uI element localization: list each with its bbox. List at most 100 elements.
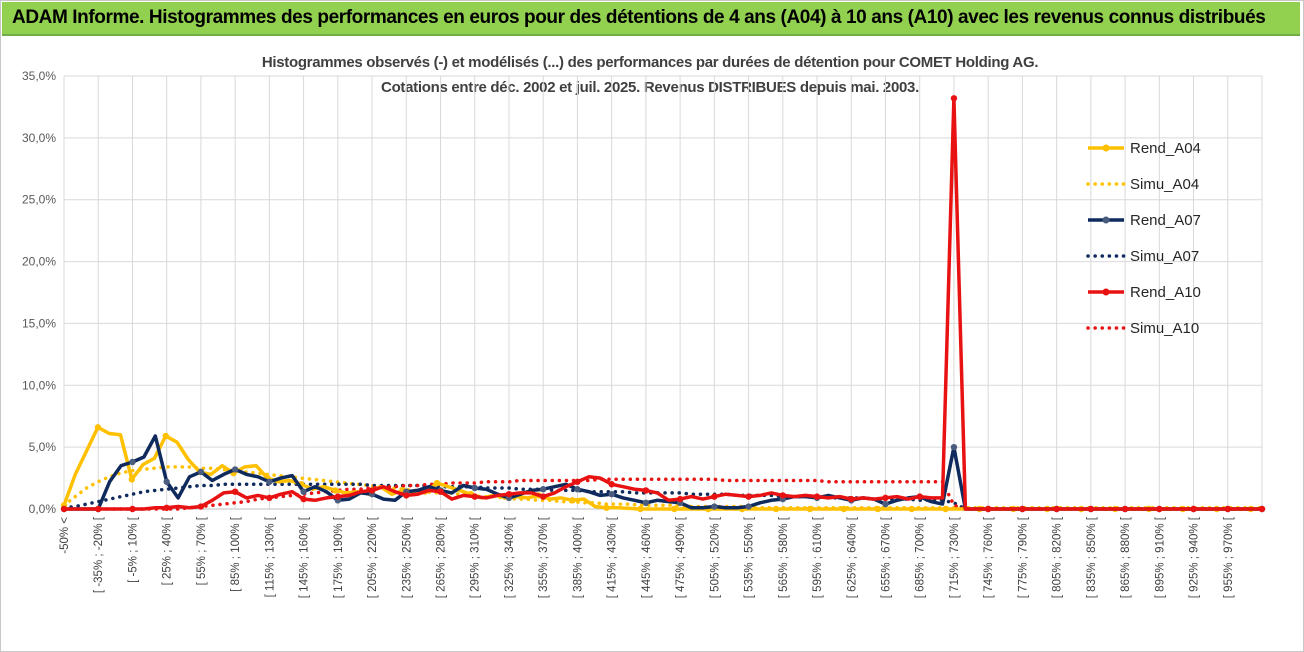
- point-rend-a04: [332, 487, 339, 494]
- y-tick-label: 35,0%: [22, 69, 56, 83]
- series-line-simu-a04: [62, 465, 1264, 510]
- point-rend-a10: [334, 493, 342, 500]
- point-rend-a10: [574, 478, 581, 485]
- banner: ADAM Informe. Histogrammes des performan…: [2, 2, 1300, 36]
- y-tick-label: 30,0%: [22, 131, 56, 145]
- x-tick-label: [ 115% ; 130% [: [264, 516, 276, 597]
- point-rend-a10: [300, 495, 307, 503]
- x-tick-label: [ 415% ; 430% [: [607, 516, 619, 598]
- point-rend-a07: [129, 458, 136, 466]
- x-tick-label: [ 25% ; 40% [: [162, 516, 174, 585]
- point-rend-a04: [908, 505, 915, 513]
- x-tick-label: [ 385% ; 400% [: [572, 516, 584, 598]
- point-rend-a10: [368, 487, 376, 494]
- point-rend-a10: [60, 505, 68, 513]
- point-rend-a10: [1019, 505, 1026, 513]
- x-tick-label: [ 955% ; 970% [: [1223, 516, 1235, 598]
- point-rend-a10: [1053, 505, 1060, 513]
- x-tick-label: [ 355% ; 370% [: [538, 516, 550, 598]
- point-rend-a07: [197, 468, 205, 476]
- y-tick-label: 10,0%: [22, 378, 56, 392]
- x-tick-label: [ 205% ; 220% [: [367, 516, 379, 598]
- point-rend-a10: [1121, 505, 1129, 513]
- chart-subtitle: Cotations entre déc. 2002 et juil. 2025.…: [381, 79, 919, 96]
- point-rend-a10: [471, 493, 478, 500]
- point-rend-a07: [608, 490, 615, 498]
- y-tick-label: 20,0%: [22, 255, 56, 269]
- x-tick-label: [ 865% ; 880% [: [1120, 516, 1132, 598]
- x-tick-label: [ 445% ; 460% [: [641, 516, 653, 598]
- point-rend-a10: [848, 495, 855, 503]
- point-rend-a10: [95, 505, 102, 513]
- x-tick-label: [ 55% ; 70% [: [196, 516, 208, 585]
- point-rend-a10: [1156, 505, 1163, 513]
- point-rend-a10: [1087, 505, 1095, 513]
- x-tick-label: [ 505% ; 520% [: [709, 516, 721, 598]
- point-rend-a10: [608, 481, 615, 488]
- point-rend-a07: [745, 503, 752, 510]
- x-tick-label: -50% <: [59, 517, 71, 554]
- x-tick-label: [ 565% ; 580% [: [778, 516, 790, 598]
- point-rend-a04: [162, 432, 169, 440]
- x-tick-label: [ 655% ; 670% [: [880, 516, 892, 598]
- legend-label-simu-a04: Simu_A04: [1130, 176, 1199, 193]
- point-rend-a04: [840, 505, 848, 513]
- x-tick-label: [ 715% ; 730% [: [949, 516, 961, 598]
- x-tick-label: [ 295% ; 310% [: [470, 516, 482, 598]
- point-rend-a07: [882, 500, 889, 508]
- point-rend-a10: [197, 503, 205, 510]
- point-rend-a07: [163, 478, 170, 485]
- x-tick-label: [ 595% ; 610% [: [812, 516, 824, 598]
- point-rend-a04: [603, 504, 610, 511]
- x-tick-label: [ 325% ; 340% [: [504, 516, 516, 598]
- point-rend-a07: [540, 486, 547, 493]
- point-rend-a07: [231, 466, 239, 473]
- y-tick-label: 5,0%: [29, 440, 57, 454]
- point-rend-a10: [779, 492, 786, 499]
- point-rend-a04: [874, 505, 881, 513]
- point-rend-a10: [1190, 505, 1197, 513]
- point-rend-a07: [574, 486, 581, 493]
- point-rend-a07: [950, 443, 958, 451]
- point-rend-a07: [642, 499, 650, 507]
- legend-marker-rend-a04: [1102, 144, 1110, 152]
- point-rend-a10: [984, 505, 992, 513]
- point-rend-a10: [813, 493, 821, 500]
- x-tick-label: [ 805% ; 820% [: [1052, 516, 1064, 598]
- point-rend-a10: [231, 488, 239, 495]
- x-tick-label: [ 475% ; 490% [: [675, 516, 687, 598]
- x-tick-label: [ 85% ; 100% [: [230, 516, 242, 592]
- point-rend-a10: [916, 493, 923, 500]
- y-tick-label: 0,0%: [29, 502, 57, 516]
- point-rend-a04: [433, 479, 441, 487]
- legend-label-simu-a10: Simu_A10: [1130, 320, 1199, 337]
- x-tick-label: [ 175% ; 190% [: [333, 516, 345, 598]
- x-tick-label: [ 685% ; 700% [: [915, 516, 927, 598]
- point-rend-a10: [1224, 505, 1231, 513]
- point-rend-a10: [505, 490, 513, 498]
- legend-marker-rend-a07: [1102, 216, 1110, 224]
- banner-title: ADAM Informe. Histogrammes des performan…: [12, 7, 1266, 28]
- x-tick-label: [ 145% ; 160% [: [299, 516, 311, 598]
- point-rend-a10: [403, 492, 410, 499]
- point-rend-a10: [129, 505, 136, 513]
- point-rend-a07: [711, 503, 718, 510]
- point-rend-a04: [772, 505, 780, 513]
- x-tick-label: [ 535% ; 550% [: [744, 516, 756, 598]
- x-tick-label: [ 775% ; 790% [: [1017, 516, 1029, 598]
- x-tick-label: [ -5% ; 10% [: [127, 516, 139, 583]
- chart-title: Histogrammes observés (-) et modélisés (…: [261, 54, 1039, 71]
- x-tick-label: [ 235% ; 250% [: [401, 516, 413, 598]
- x-tick-label: [ 625% ; 640% [: [846, 516, 858, 598]
- x-tick-label: [ 925% ; 940% [: [1189, 516, 1201, 598]
- point-rend-a07: [471, 484, 478, 492]
- legend-marker-rend-a10: [1102, 288, 1110, 296]
- point-rend-a04: [637, 505, 644, 513]
- point-rend-a07: [266, 478, 273, 485]
- point-rend-a10: [642, 487, 650, 494]
- x-tick-label: [ 265% ; 280% [: [436, 516, 448, 598]
- x-tick-label: [ 835% ; 850% [: [1086, 516, 1098, 598]
- legend-label-rend-a10: Rend_A10: [1130, 284, 1201, 301]
- point-rend-a04: [569, 497, 576, 504]
